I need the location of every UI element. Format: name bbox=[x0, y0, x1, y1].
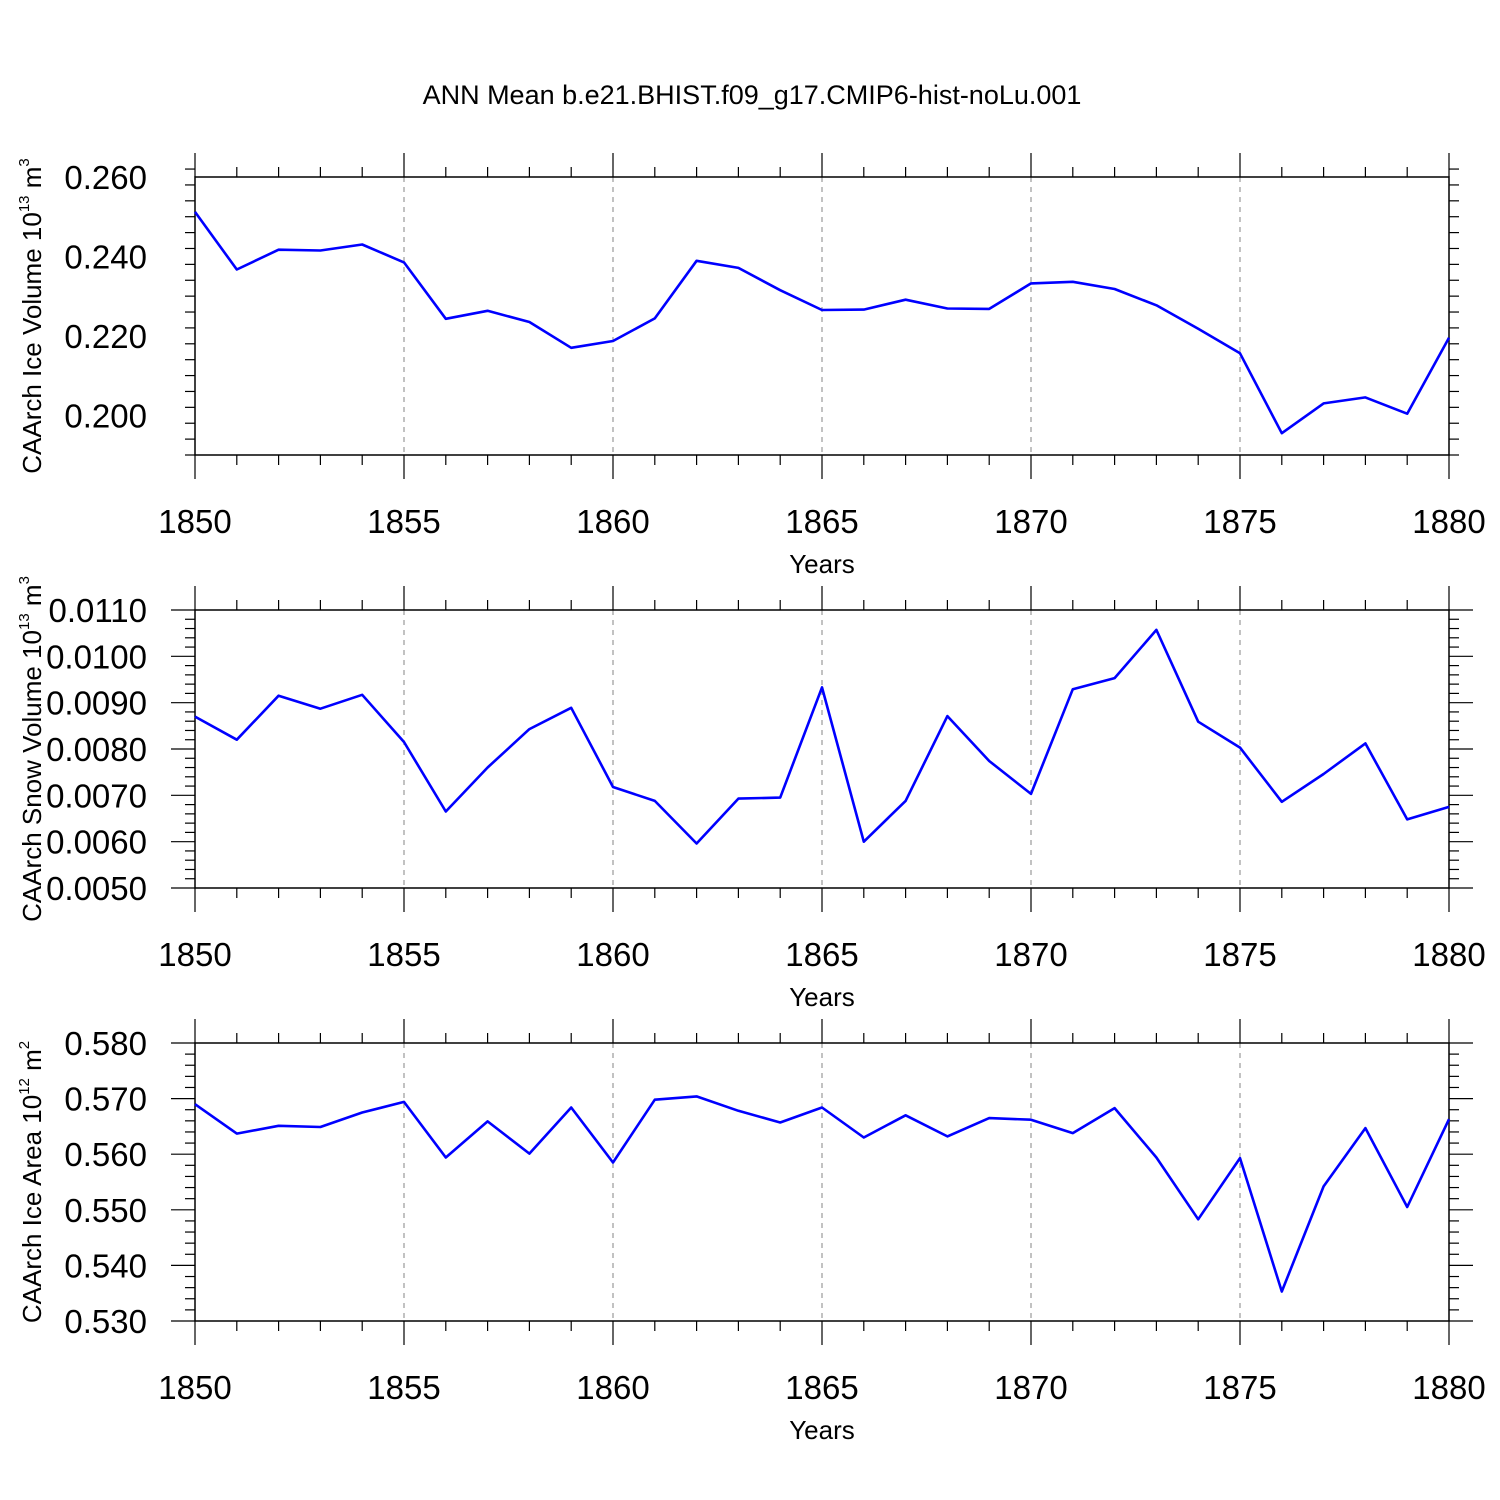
data-series-line bbox=[194, 1095, 1451, 1293]
y-tick-label: 0.560 bbox=[64, 1136, 147, 1173]
y-tick-label: 0.200 bbox=[64, 397, 147, 434]
x-tick-label: 1850 bbox=[158, 503, 231, 540]
y-tick-label: 0.580 bbox=[64, 1025, 147, 1062]
y-tick-label: 0.0070 bbox=[46, 777, 147, 814]
x-tick-label: 1865 bbox=[785, 1369, 858, 1406]
y-axis-title: CAArch Ice Area 1012 m2 bbox=[16, 1041, 47, 1323]
panel-3: 0.530 0.540 0.550 0.560 0.570 0.580 1850 1855 18… bbox=[16, 1019, 1486, 1445]
x-tick-label: 1855 bbox=[367, 1369, 440, 1406]
panel-1: 0.200 0.220 0.240 0.260 1850 1855 1860 1865 1870… bbox=[16, 153, 1486, 579]
y-tick-label: 0.0090 bbox=[46, 685, 147, 722]
x-tick-label: 1880 bbox=[1412, 936, 1485, 973]
x-axis-title: Years bbox=[789, 549, 855, 579]
y-tick-label: 0.240 bbox=[64, 238, 147, 275]
y-tick-label: 0.550 bbox=[64, 1192, 147, 1229]
y-tick-label: 0.0050 bbox=[46, 870, 147, 907]
x-tick-label: 1875 bbox=[1203, 503, 1276, 540]
y-tick-label: 0.220 bbox=[64, 318, 147, 355]
x-tick-label: 1875 bbox=[1203, 936, 1276, 973]
x-tick-label: 1870 bbox=[994, 936, 1067, 973]
y-tick-label: 0.0110 bbox=[49, 592, 147, 629]
x-tick-label: 1865 bbox=[785, 503, 858, 540]
y-axis-title: CAArch Snow Volume 1013 m3 bbox=[16, 576, 47, 922]
x-tick-label: 1855 bbox=[367, 936, 440, 973]
x-tick-label: 1850 bbox=[158, 936, 231, 973]
x-tick-label: 1870 bbox=[994, 503, 1067, 540]
x-tick-label: 1870 bbox=[994, 1369, 1067, 1406]
data-series-line bbox=[194, 628, 1450, 845]
figure-title: ANN Mean b.e21.BHIST.f09_g17.CMIP6-hist-… bbox=[423, 80, 1082, 110]
panel-2: 0.0050 0.0060 0.0070 0.0080 0.0090 0.0100 0.01… bbox=[16, 576, 1486, 1012]
y-tick-label: 0.0060 bbox=[46, 824, 147, 861]
data-series-line bbox=[193, 211, 1451, 435]
y-tick-label: 0.0080 bbox=[46, 731, 147, 768]
x-axis-title: Years bbox=[789, 1415, 855, 1445]
x-tick-label: 1860 bbox=[576, 936, 649, 973]
x-tick-label: 1880 bbox=[1412, 503, 1485, 540]
y-tick-label: 0.0100 bbox=[46, 638, 147, 675]
x-tick-label: 1860 bbox=[576, 503, 649, 540]
x-tick-label: 1855 bbox=[367, 503, 440, 540]
y-tick-label: 0.570 bbox=[64, 1081, 147, 1118]
x-tick-label: 1880 bbox=[1412, 1369, 1485, 1406]
y-axis-title: CAArch Ice Volume 1013 m3 bbox=[16, 158, 47, 474]
y-tick-label: 0.540 bbox=[64, 1247, 147, 1284]
x-tick-label: 1860 bbox=[576, 1369, 649, 1406]
x-tick-label: 1850 bbox=[158, 1369, 231, 1406]
y-tick-label: 0.260 bbox=[64, 159, 147, 196]
x-tick-label: 1875 bbox=[1203, 1369, 1276, 1406]
x-tick-label: 1865 bbox=[785, 936, 858, 973]
y-tick-label: 0.530 bbox=[64, 1303, 147, 1340]
x-axis-title: Years bbox=[789, 982, 855, 1012]
